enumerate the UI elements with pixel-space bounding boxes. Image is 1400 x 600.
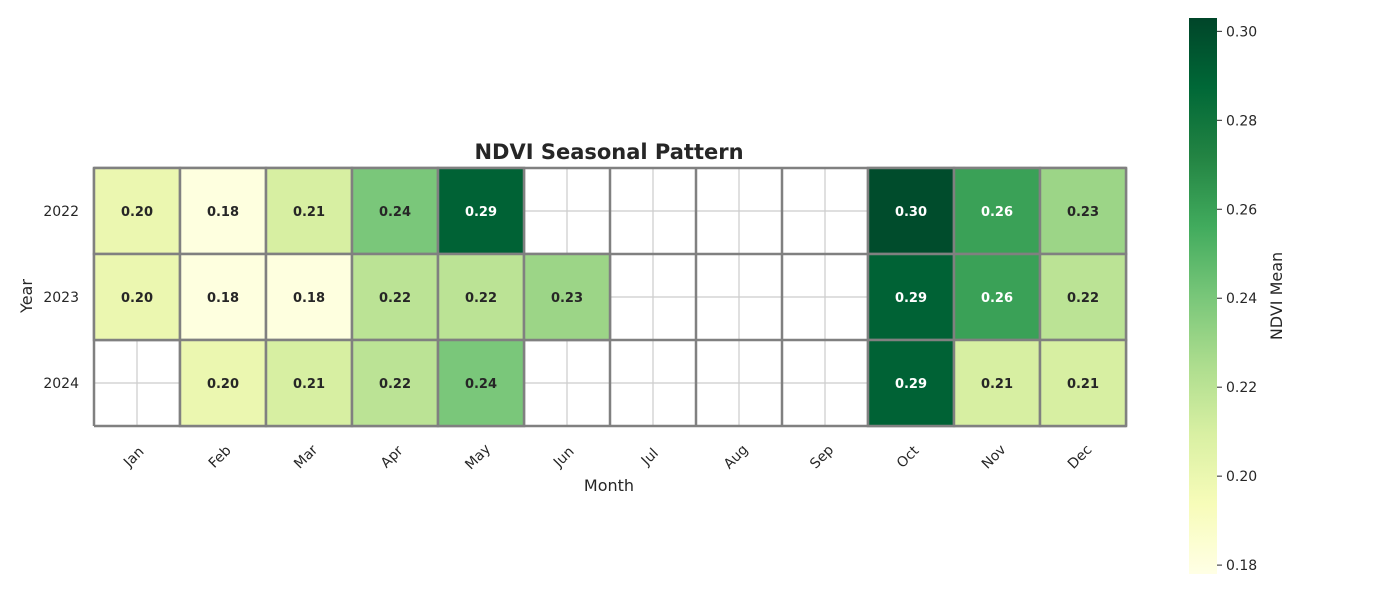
heatmap-cell xyxy=(436,252,526,342)
cell-value-label: 0.24 xyxy=(465,377,497,392)
heatmap-cell xyxy=(92,166,182,256)
x-tick-label: May xyxy=(462,441,494,473)
heatmap-cell xyxy=(1038,166,1128,256)
x-tick-label: Oct xyxy=(894,443,923,472)
cell-value-label: 0.21 xyxy=(1067,377,1099,392)
colorbar xyxy=(1189,18,1217,574)
cell-value-label: 0.20 xyxy=(207,377,239,392)
heatmap-cell xyxy=(522,252,612,342)
cell-value-label: 0.23 xyxy=(1067,205,1099,220)
x-tick-label: Aug xyxy=(721,442,752,473)
cell-value-label: 0.18 xyxy=(207,291,239,306)
x-tick-label: Apr xyxy=(378,443,407,472)
cell-value-label: 0.18 xyxy=(293,291,325,306)
cell-value-label: 0.26 xyxy=(981,291,1013,306)
cell-value-label: 0.20 xyxy=(121,291,153,306)
heatmap-cell xyxy=(178,166,268,256)
cells-layer: 0.20 0.18 0.21 0.24 0.29 0.30 0.26 0.23 0.20 0.18… xyxy=(92,166,1128,428)
cell-value-label: 0.29 xyxy=(895,377,927,392)
colorbar-tick-label: 0.24 xyxy=(1226,291,1257,307)
x-tick-label: Dec xyxy=(1065,442,1095,472)
cell-value-label: 0.22 xyxy=(1067,291,1099,306)
colorbar-tick-label: 0.30 xyxy=(1226,24,1257,40)
y-tick-label: 2024 xyxy=(43,376,79,392)
y-tick-label: 2023 xyxy=(43,290,79,306)
heatmap-cell xyxy=(178,252,268,342)
heatmap-cell xyxy=(1038,338,1128,428)
y-axis-label: Year xyxy=(17,279,36,314)
heatmap-cell xyxy=(436,338,526,428)
cell-value-label: 0.24 xyxy=(379,205,411,220)
cell-value-label: 0.23 xyxy=(551,291,583,306)
heatmap-cell xyxy=(264,338,354,428)
heatmap-cell xyxy=(1038,252,1128,342)
heatmap-cell xyxy=(264,252,354,342)
cell-value-label: 0.21 xyxy=(981,377,1013,392)
colorbar-tick-label: 0.28 xyxy=(1226,113,1257,129)
colorbar-tick-label: 0.18 xyxy=(1226,558,1257,574)
heatmap-cell xyxy=(866,166,956,256)
cell-value-label: 0.22 xyxy=(379,291,411,306)
x-axis-label: Month xyxy=(584,476,634,495)
cell-value-label: 0.22 xyxy=(465,291,497,306)
colorbar-label: NDVI Mean xyxy=(1267,252,1286,340)
cell-value-label: 0.22 xyxy=(379,377,411,392)
cell-value-label: 0.18 xyxy=(207,205,239,220)
heatmap-cell xyxy=(866,338,956,428)
x-tick-label: Jan xyxy=(120,444,147,471)
cell-value-label: 0.21 xyxy=(293,377,325,392)
x-tick-labels: Jan Feb Mar Apr May Jun Jul Aug Sep Oct Nov Dec xyxy=(120,441,1095,473)
colorbar-tick-label: 0.26 xyxy=(1226,202,1257,218)
x-tick-label: Nov xyxy=(979,442,1010,473)
colorbar-tick-label: 0.22 xyxy=(1226,380,1257,396)
heatmap-cell xyxy=(952,166,1042,256)
x-tick-label: Jun xyxy=(550,444,577,471)
heatmap-cell xyxy=(350,338,440,428)
cell-value-label: 0.21 xyxy=(293,205,325,220)
cell-value-label: 0.30 xyxy=(895,205,927,220)
y-tick-labels: 2022 2023 2024 xyxy=(43,204,79,392)
x-tick-label: Feb xyxy=(206,443,235,472)
cell-value-label: 0.20 xyxy=(121,205,153,220)
heatmap-cell xyxy=(436,166,526,256)
x-tick-label: Mar xyxy=(291,442,321,472)
cell-value-label: 0.29 xyxy=(465,205,497,220)
colorbar-tick-label: 0.20 xyxy=(1226,469,1257,485)
cell-value-label: 0.26 xyxy=(981,205,1013,220)
x-tick-label: Sep xyxy=(807,442,837,472)
cell-value-label: 0.29 xyxy=(895,291,927,306)
y-tick-label: 2022 xyxy=(43,204,79,220)
colorbar-ticks: 0.18 0.20 0.22 0.24 0.26 0.28 0.30 xyxy=(1217,24,1257,574)
heatmap-cell xyxy=(264,166,354,256)
chart-title: NDVI Seasonal Pattern xyxy=(474,140,743,164)
x-tick-label: Jul xyxy=(638,446,662,470)
